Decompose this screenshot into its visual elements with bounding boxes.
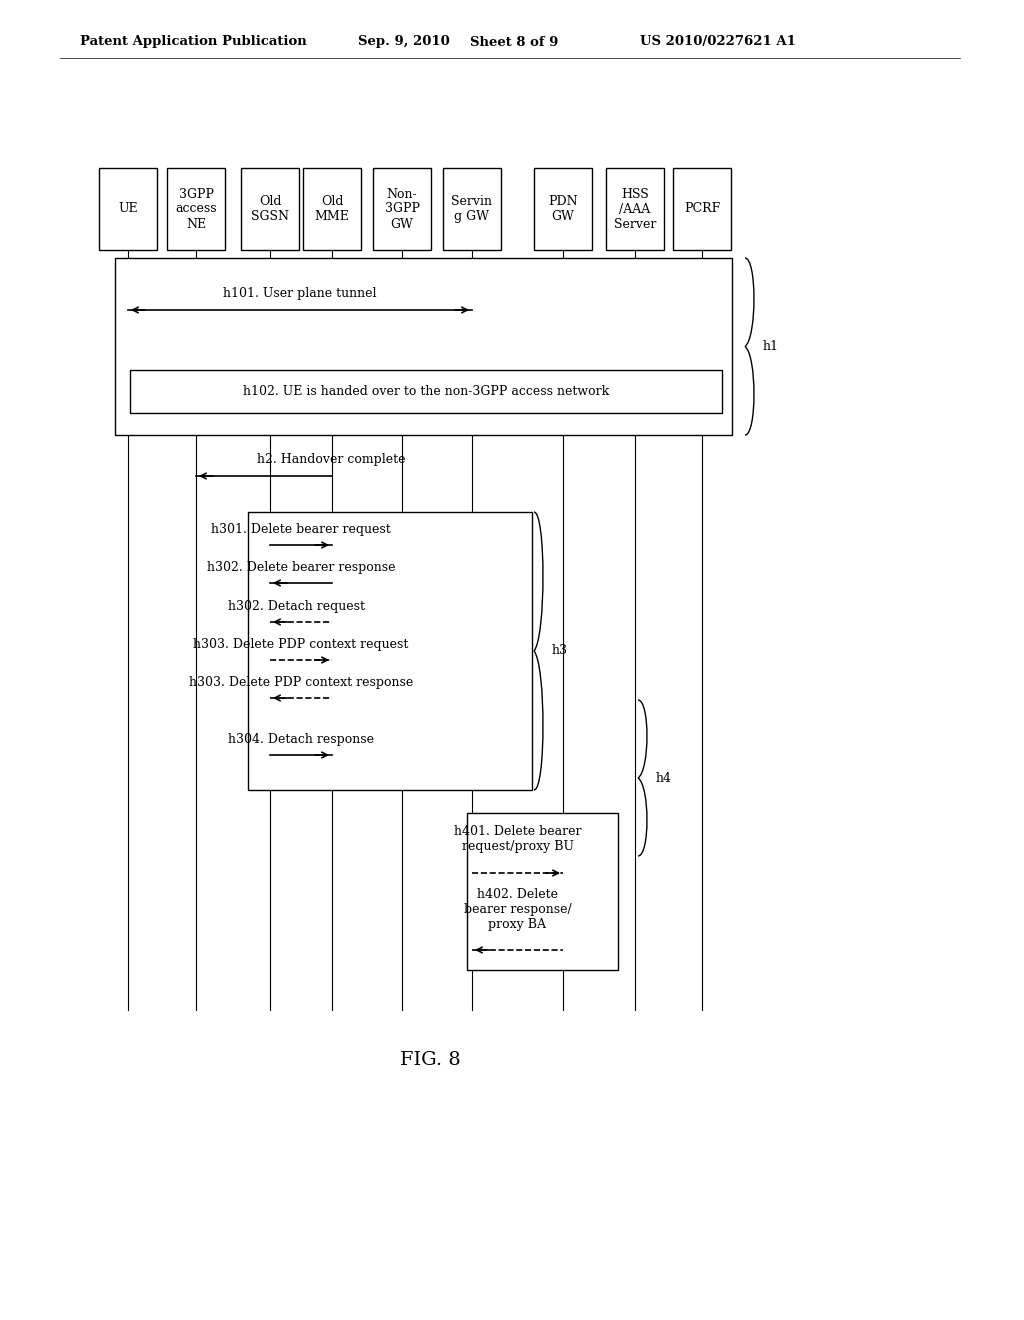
Bar <box>130 370 722 413</box>
Bar <box>248 512 532 789</box>
Bar <box>167 168 225 249</box>
Text: h301. Delete bearer request: h301. Delete bearer request <box>211 523 391 536</box>
Text: PCRF: PCRF <box>684 202 720 215</box>
Text: h402. Delete
bearer response/
proxy BA: h402. Delete bearer response/ proxy BA <box>464 888 571 931</box>
Text: h303. Delete PDP context response: h303. Delete PDP context response <box>188 676 413 689</box>
Text: Non-
3GPP
GW: Non- 3GPP GW <box>384 187 420 231</box>
Text: FIG. 8: FIG. 8 <box>399 1051 461 1069</box>
Text: Servin
g GW: Servin g GW <box>452 195 493 223</box>
Bar <box>467 813 618 970</box>
Bar <box>115 257 732 436</box>
Text: Patent Application Publication: Patent Application Publication <box>80 36 307 49</box>
Text: h2. Handover complete: h2. Handover complete <box>257 453 406 466</box>
Bar <box>373 168 431 249</box>
Text: h304. Detach response: h304. Detach response <box>228 733 374 746</box>
Text: 3GPP
access
NE: 3GPP access NE <box>175 187 217 231</box>
Text: h3: h3 <box>552 644 568 657</box>
Text: PDN
GW: PDN GW <box>548 195 578 223</box>
Bar <box>673 168 731 249</box>
Text: HSS
/AAA
Server: HSS /AAA Server <box>613 187 656 231</box>
Bar <box>303 168 361 249</box>
Text: UE: UE <box>118 202 138 215</box>
Text: h1: h1 <box>763 341 779 352</box>
Text: h401. Delete bearer
request/proxy BU: h401. Delete bearer request/proxy BU <box>454 825 582 853</box>
Text: h4: h4 <box>656 771 672 784</box>
Text: h303. Delete PDP context request: h303. Delete PDP context request <box>194 638 409 651</box>
Text: Sep. 9, 2010: Sep. 9, 2010 <box>358 36 450 49</box>
Bar <box>443 168 501 249</box>
Text: US 2010/0227621 A1: US 2010/0227621 A1 <box>640 36 796 49</box>
Text: h302. Delete bearer response: h302. Delete bearer response <box>207 561 395 574</box>
Text: h101. User plane tunnel: h101. User plane tunnel <box>223 286 377 300</box>
Text: h302. Detach request: h302. Detach request <box>227 601 365 612</box>
Text: h102. UE is handed over to the non-3GPP access network: h102. UE is handed over to the non-3GPP … <box>243 385 609 399</box>
Text: Old
SGSN: Old SGSN <box>251 195 289 223</box>
Text: Sheet 8 of 9: Sheet 8 of 9 <box>470 36 558 49</box>
Bar <box>241 168 299 249</box>
Bar <box>606 168 664 249</box>
Bar <box>99 168 157 249</box>
Text: Old
MME: Old MME <box>314 195 349 223</box>
Bar <box>534 168 592 249</box>
